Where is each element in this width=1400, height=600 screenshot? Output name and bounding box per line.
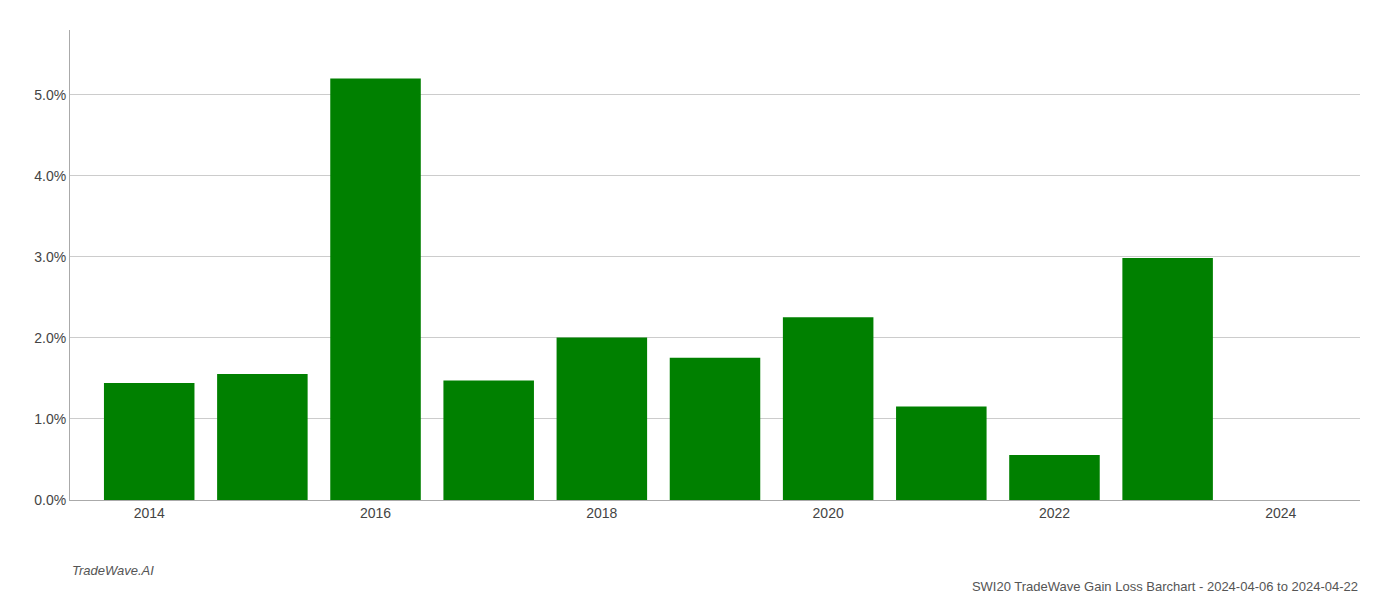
svg-text:2016: 2016 [360,505,391,521]
svg-text:5.0%: 5.0% [34,87,66,103]
svg-text:2.0%: 2.0% [34,330,66,346]
svg-text:4.0%: 4.0% [34,168,66,184]
svg-text:2022: 2022 [1039,505,1070,521]
svg-text:1.0%: 1.0% [34,411,66,427]
svg-text:TradeWave.AI: TradeWave.AI [72,563,154,578]
svg-text:2020: 2020 [813,505,844,521]
svg-text:0.0%: 0.0% [34,492,66,508]
svg-text:3.0%: 3.0% [34,249,66,265]
svg-text:SWI20 TradeWave Gain Loss Barc: SWI20 TradeWave Gain Loss Barchart - 202… [972,579,1358,594]
svg-text:2014: 2014 [134,505,165,521]
svg-text:2018: 2018 [586,505,617,521]
svg-text:2024: 2024 [1265,505,1296,521]
